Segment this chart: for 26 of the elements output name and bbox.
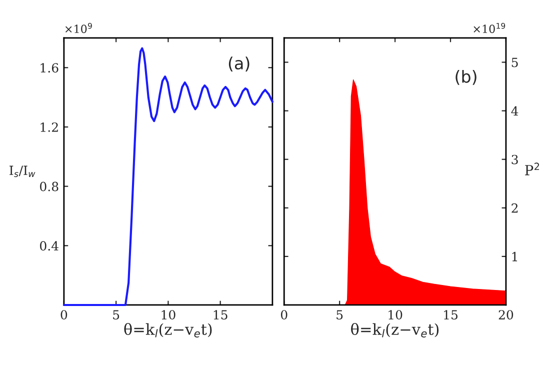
y-tick-label: 1 [512,252,517,262]
text: ×10$^{19}$ [474,22,506,34]
x-axis-title: θ=k$_{l}$(z−v$_{e}$t) [351,323,439,338]
y-tick-label: 4 [511,106,518,116]
annotation: (b) [456,70,476,85]
y-tick-label: 3 [512,154,518,164]
x-tick-label: 10 [162,310,176,320]
y-tick-label: 0.4 [40,241,58,251]
y-tick-label: 5 [512,58,518,68]
y-tick-label: 0.8 [40,182,58,192]
y-tick-label: 1.6 [40,63,58,73]
x-axis-title: θ=k$_{l}$(z−v$_{e}$t) [124,323,212,338]
x-tick-label: 0 [60,310,68,320]
x-tick-label: 5 [113,310,120,320]
y-axis-title: I$_{s}$/I$_{w}$ [10,166,36,178]
x-tick-label: 10 [388,310,402,320]
x-tick-label: 20 [498,310,514,320]
y-tick-label: 2 [512,203,518,213]
y-tick-label: 1.2 [40,122,58,132]
annotation: (a) [228,56,250,72]
y-axis-title: P$^{2}$ [525,162,540,176]
x-tick-label: 0 [280,310,288,320]
x-tick-label: 15 [444,310,458,320]
x-tick-label: 5 [336,310,343,320]
x-tick-label: 15 [214,310,228,320]
text: ×10$^{9}$ [65,22,92,34]
